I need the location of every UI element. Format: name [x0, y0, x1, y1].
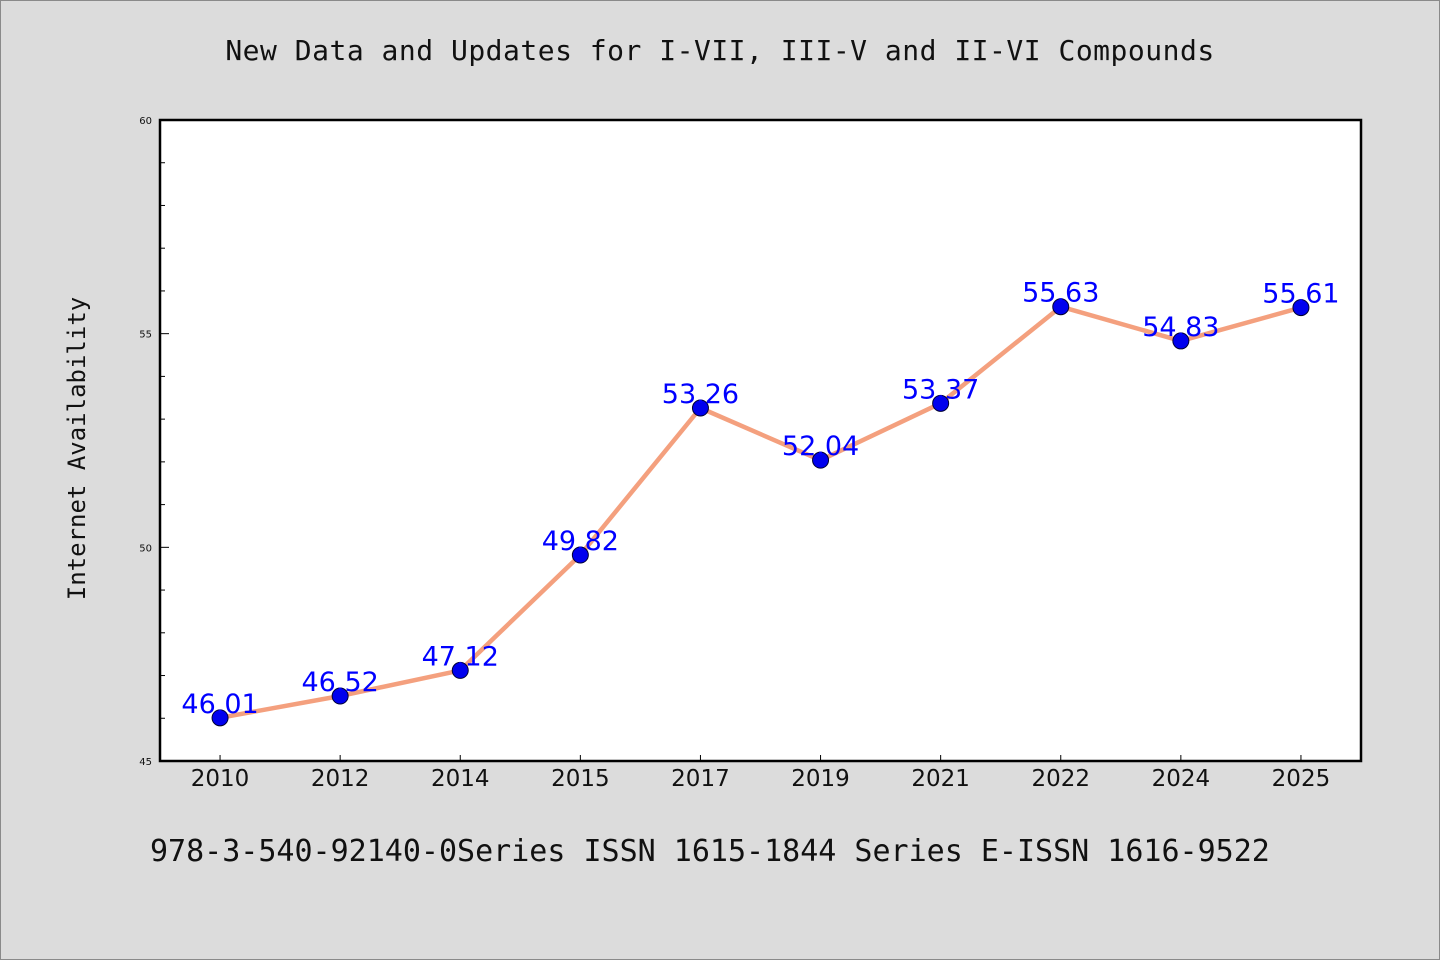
data-point [211, 709, 229, 727]
data-point [571, 546, 589, 564]
data-point [932, 394, 950, 412]
data-label: 53.37 [902, 374, 979, 405]
data-labels: 46.01 46.52 47.12 49.82 53.26 52.04 53.37 55.63… [181, 278, 1339, 720]
data-point [691, 399, 709, 417]
data-point [331, 687, 349, 705]
x-tick-label: 2010 [191, 766, 250, 792]
data-label: 52.04 [782, 431, 859, 462]
y-tick-label: 55 [139, 330, 152, 341]
y-tick-label: 50 [139, 543, 152, 554]
x-tick-label: 2019 [791, 766, 850, 792]
x-axis-ticks: 2010 2012 2014 2015 2017 2019 2021 2022 2024 2025 [191, 755, 1330, 792]
data-label: 46.52 [302, 667, 379, 698]
x-tick-label: 2025 [1272, 766, 1331, 792]
series-line [219, 304, 1302, 721]
data-point [812, 451, 830, 469]
y-tick-label: 45 [139, 757, 152, 768]
x-tick-label: 2014 [431, 766, 490, 792]
x-tick-label: 2017 [671, 766, 730, 792]
y-axis-label: Internet Availability [63, 297, 91, 600]
data-point [1292, 299, 1310, 317]
x-tick-label: 2021 [911, 766, 970, 792]
data-label: 53.26 [662, 379, 739, 410]
data-point [1052, 298, 1070, 316]
footer-isbn-issn: 978-3-540-92140-0Series ISSN 1615-1844 S… [150, 834, 1270, 869]
data-label: 49.82 [542, 526, 619, 557]
plot-area [158, 118, 1363, 763]
x-tick-label: 2012 [311, 766, 370, 792]
data-label: 47.12 [422, 641, 499, 672]
y-axis-ticks: 45 50 55 60 [139, 116, 169, 768]
x-tick-label: 2024 [1152, 766, 1211, 792]
data-point [451, 661, 469, 679]
data-label: 46.01 [181, 689, 258, 720]
chart-title: New Data and Updates for I-VII, III-V an… [225, 34, 1215, 67]
y-tick-label: 60 [139, 116, 152, 127]
data-point [1172, 332, 1190, 350]
data-points [211, 298, 1310, 727]
x-tick-label: 2015 [551, 766, 610, 792]
x-tick-label: 2022 [1031, 766, 1090, 792]
data-label: 54.83 [1142, 312, 1219, 343]
data-label: 55.61 [1262, 279, 1339, 310]
data-label: 55.63 [1022, 278, 1099, 309]
